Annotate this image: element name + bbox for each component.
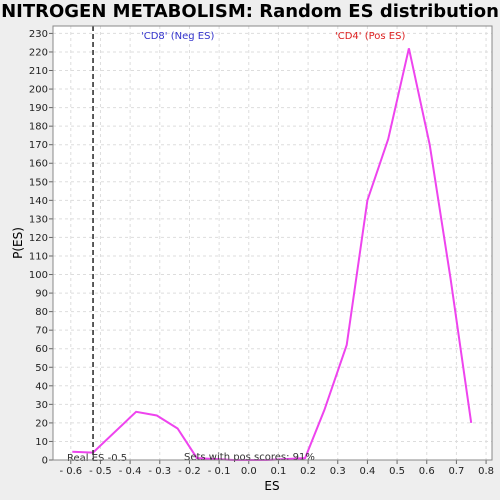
y-tick-label: 170 [29, 140, 48, 151]
x-tick-label: - 0.5 [89, 466, 112, 477]
y-tick-label: 30 [35, 400, 48, 411]
y-tick-label: 140 [29, 196, 48, 207]
y-tick-label: 70 [35, 326, 48, 337]
x-tick-label: 0.8 [478, 466, 494, 477]
x-tick-label: - 0.6 [59, 466, 82, 477]
y-tick-label: 90 [35, 289, 48, 300]
y-tick-label: 20 [35, 418, 48, 429]
y-tick-label: 40 [35, 381, 48, 392]
y-tick-label: 160 [29, 159, 48, 170]
x-tick-label: 0.5 [389, 466, 405, 477]
grid-lines [53, 26, 492, 461]
x-axis: - 0.6 - 0.5 - 0.4 - 0.3 - 0.2 - 0.1 0.0 0.1 0.2 0… [59, 460, 494, 477]
y-tick-label: 230 [29, 29, 48, 40]
y-tick-label: 180 [29, 122, 48, 133]
y-tick-label: 210 [29, 66, 48, 77]
y-tick-label: 150 [29, 177, 48, 188]
x-tick-label: - 0.3 [148, 466, 171, 477]
x-tick-label: 0.0 [241, 466, 257, 477]
y-tick-label: 110 [29, 251, 48, 262]
x-tick-label: 0.6 [419, 466, 435, 477]
y-tick-label: 120 [29, 233, 48, 244]
pos-es-label: 'CD4' (Pos ES) [335, 31, 405, 42]
x-tick-label: 0.7 [448, 466, 464, 477]
x-axis-title: ES [264, 479, 279, 493]
chart-title: NITROGEN METABOLISM: Random ES distribut… [1, 1, 499, 22]
x-tick-label: - 0.2 [178, 466, 201, 477]
y-tick-label: 130 [29, 214, 48, 225]
plot-area [53, 26, 492, 460]
y-tick-label: 0 [42, 456, 48, 467]
y-tick-label: 200 [29, 85, 48, 96]
y-axis: 0 10 20 30 40 50 60 70 80 90 100 110 120 130 140 150 160… [29, 29, 53, 467]
y-tick-label: 60 [35, 344, 48, 355]
x-tick-label: 0.2 [300, 466, 316, 477]
neg-es-label: 'CD8' (Neg ES) [141, 31, 214, 42]
plot-border [52, 25, 493, 461]
x-tick-label: 0.3 [330, 466, 346, 477]
y-tick-label: 10 [35, 437, 48, 448]
x-tick-label: 0.1 [270, 466, 286, 477]
y-tick-label: 100 [29, 270, 48, 281]
x-tick-label: 0.4 [359, 466, 375, 477]
y-tick-label: 220 [29, 47, 48, 58]
y-tick-label: 190 [29, 103, 48, 114]
x-tick-label: - 0.1 [208, 466, 231, 477]
x-tick-label: - 0.4 [119, 466, 142, 477]
es-distribution-line [72, 48, 473, 461]
y-tick-label: 50 [35, 363, 48, 374]
y-tick-label: 80 [35, 307, 48, 318]
real-es-annotation: Real ES -0.5 [67, 453, 127, 464]
pos-sets-annotation: Sets with pos scores: 91% [184, 452, 315, 463]
y-axis-title: P(ES) [11, 227, 25, 259]
